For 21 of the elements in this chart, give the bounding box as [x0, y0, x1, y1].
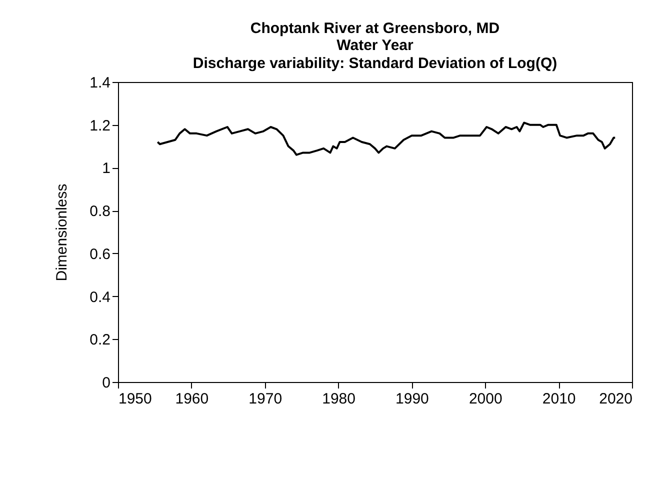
x-tick-label: 1980: [322, 390, 356, 408]
y-tick-label: 0.8: [90, 203, 110, 220]
y-tick-label: 1.4: [90, 74, 110, 92]
text: Discharge variability: Standard Deviation of Log(Q): [192, 55, 558, 72]
y-tick-label: 0: [102, 374, 110, 392]
y-tick-label: 0.2: [90, 332, 110, 349]
y-tick-label: 1.2: [90, 117, 110, 134]
chart-title: Choptank River at Greensboro, MD: [250, 20, 500, 37]
y-tick-label: 0.6: [90, 246, 110, 263]
text: Water Year: [336, 37, 414, 54]
x-tick-label: 1950: [118, 390, 152, 408]
line-series: [156, 122, 616, 156]
y-tick-label: 1: [102, 160, 110, 178]
x-tick-label: 2000: [468, 390, 502, 408]
x-tick-label: 1960: [175, 390, 209, 408]
x-tick-label: 1990: [396, 390, 429, 408]
y-axis-title: Dimensionless: [54, 184, 71, 282]
y-tick-label: 0.4: [90, 288, 110, 306]
x-tick-label: 1970: [248, 390, 282, 408]
x-tick-label: 2010: [542, 390, 576, 408]
x-tick-label: 2020: [599, 390, 632, 408]
